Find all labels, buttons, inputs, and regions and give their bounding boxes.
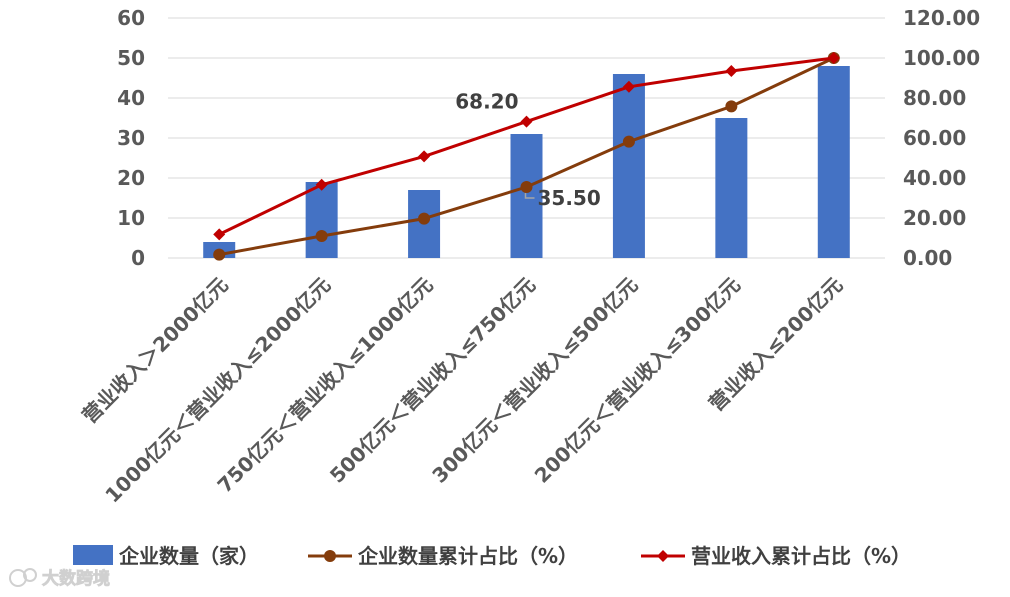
bar xyxy=(510,134,543,258)
legend-swatch-bar xyxy=(73,545,113,565)
line-point xyxy=(622,80,635,93)
watermark-text: 大数跨境 xyxy=(42,568,110,589)
y-right-tick-label: 120.00 xyxy=(903,6,980,30)
legend-label-bar: 企业数量（家） xyxy=(118,544,259,568)
line-point xyxy=(520,181,533,193)
legend-marker-circle xyxy=(324,550,336,562)
line-point xyxy=(622,135,635,148)
legend: 企业数量（家） 企业数量累计占比（%） 营业收入累计占比（%） xyxy=(73,544,911,568)
y-right-tick-label: 20.00 xyxy=(903,206,966,230)
y-right-tick-label: 40.00 xyxy=(903,166,966,190)
line-point xyxy=(213,248,226,261)
x-tick-label: 200亿元＜营业收入≤300亿元 xyxy=(530,273,745,488)
bar-series xyxy=(203,66,850,258)
y-left-tick-label: 0 xyxy=(131,246,145,270)
legend-marker-diamond xyxy=(657,550,669,562)
y-left-tick-label: 30 xyxy=(117,126,145,150)
y-left-tick-label: 50 xyxy=(117,46,145,70)
y-left-tick-label: 10 xyxy=(117,206,145,230)
line-point xyxy=(827,52,840,64)
legend-label-line-count: 企业数量累计占比（%） xyxy=(357,544,578,568)
watermark: 大数跨境 xyxy=(9,568,110,589)
line-series xyxy=(213,52,840,261)
y-right-tick-label: 60.00 xyxy=(903,126,966,150)
data-label: 35.50 xyxy=(538,186,601,210)
bar xyxy=(817,66,850,258)
bar xyxy=(305,182,338,258)
y-axis-right: 0.00 20.00 40.00 60.00 80.00 100.00 120.00 xyxy=(903,6,980,270)
y-right-tick-label: 0.00 xyxy=(903,246,952,270)
x-axis-categories: 营业收入＞2000亿元1000亿元＜营业收入≤2000亿元750亿元＜营业收入≤… xyxy=(77,273,847,508)
line-point xyxy=(725,65,738,77)
line-point xyxy=(725,100,738,113)
y-left-tick-label: 40 xyxy=(117,86,145,110)
x-tick-label: 500亿元＜营业收入≤750亿元 xyxy=(325,273,540,488)
legend-label-line-revenue: 营业收入累计占比（%） xyxy=(691,544,911,568)
y-right-tick-label: 80.00 xyxy=(903,86,966,110)
y-left-tick-label: 60 xyxy=(117,6,145,30)
bar xyxy=(612,74,645,258)
watermark-logo-icon xyxy=(9,569,27,587)
line-point xyxy=(315,178,328,191)
line-point xyxy=(213,228,226,241)
line-point xyxy=(315,230,328,242)
data-labels: 68.20 35.50 xyxy=(455,90,601,210)
x-tick-label: 750亿元＜营业收入≤1000亿元 xyxy=(213,273,438,498)
y-left-tick-label: 20 xyxy=(117,166,145,190)
x-tick-label: 1000亿元＜营业收入≤2000亿元 xyxy=(100,273,335,508)
data-label: 68.20 xyxy=(455,90,518,114)
line-point xyxy=(520,115,533,128)
line-point xyxy=(418,150,431,163)
watermark-logo-icon-inner xyxy=(23,568,37,582)
x-tick-label: 300亿元＜营业收入≤500亿元 xyxy=(427,273,642,488)
data-label-leader xyxy=(524,193,535,199)
bar xyxy=(715,118,748,258)
line-point xyxy=(418,212,431,225)
y-axis-left: 0 10 20 30 40 50 60 xyxy=(117,6,145,270)
y-right-tick-label: 100.00 xyxy=(903,46,980,70)
